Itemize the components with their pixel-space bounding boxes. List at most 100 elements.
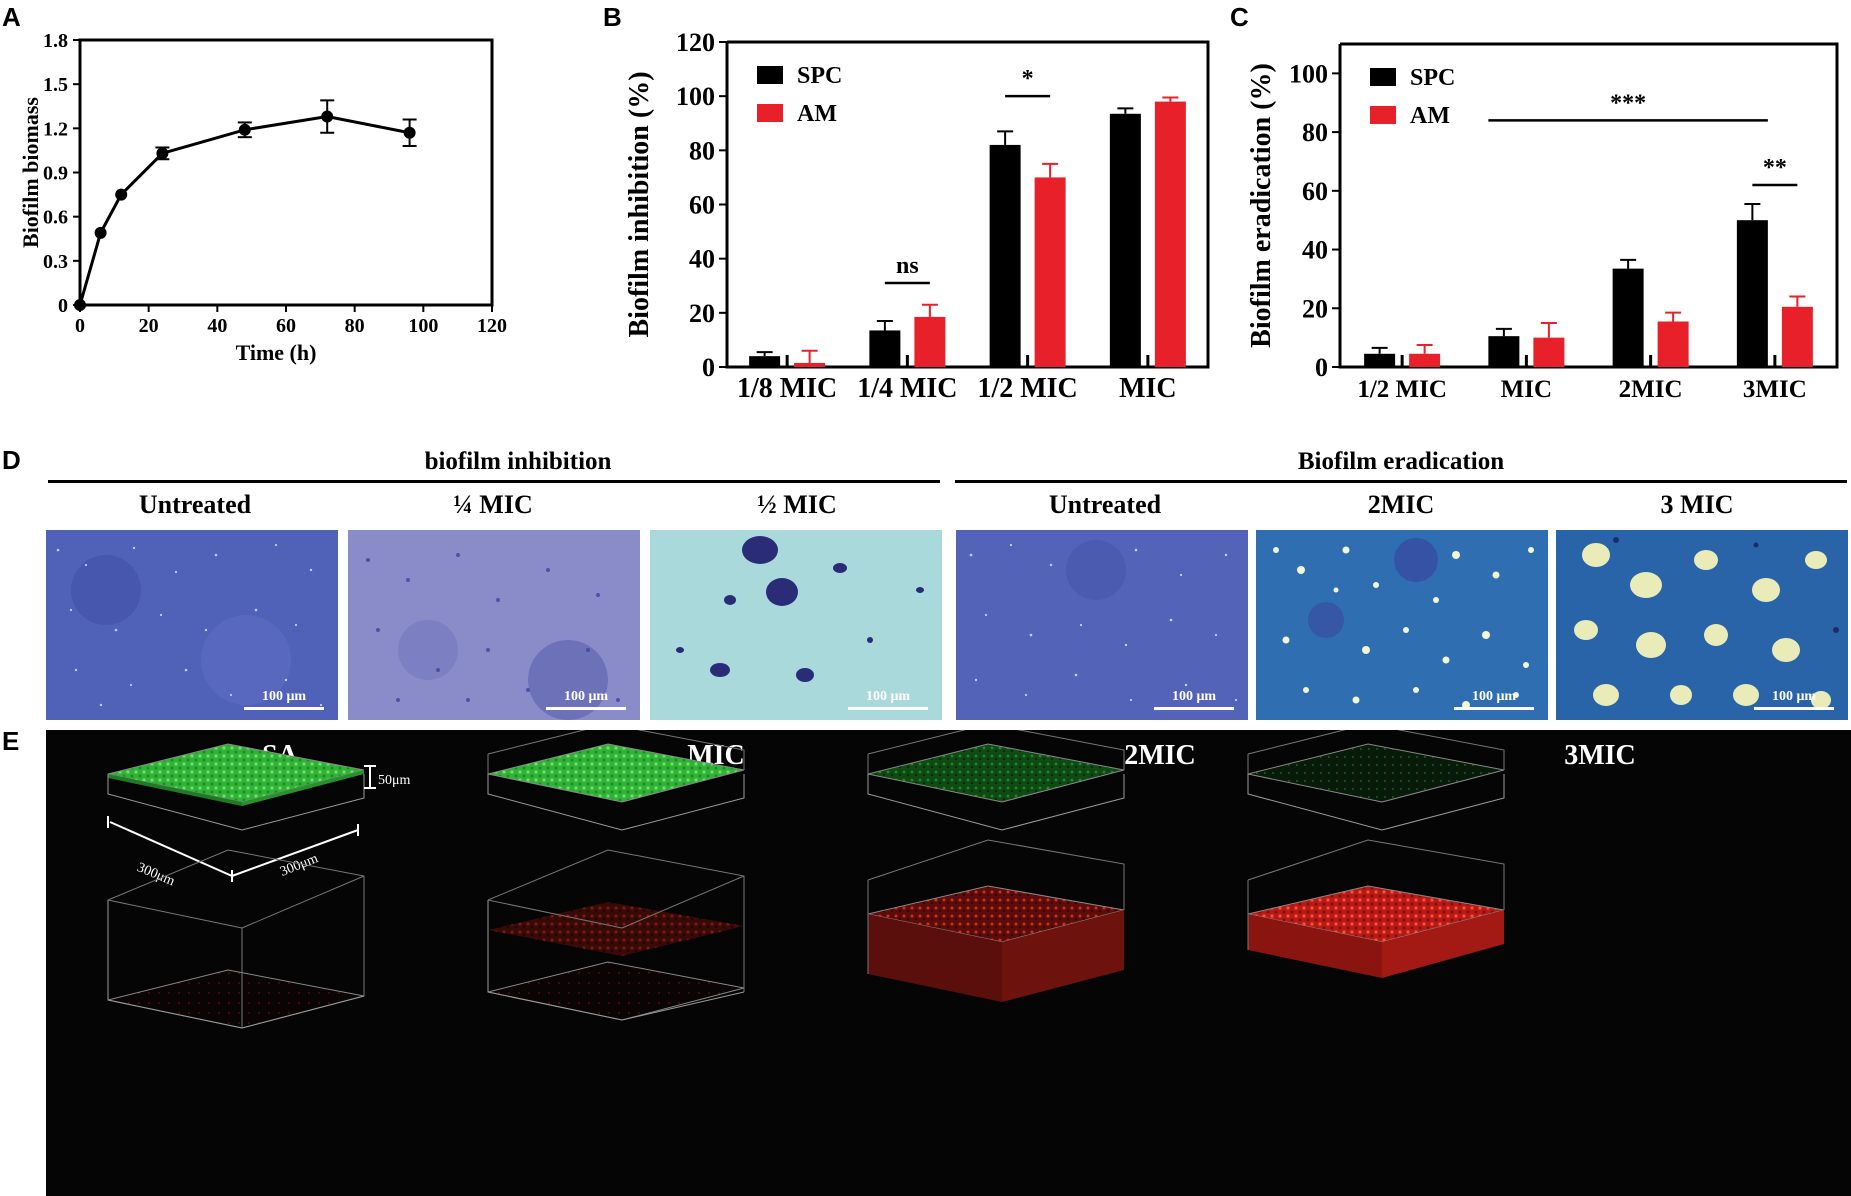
scale-bar: 100 μm <box>1754 686 1834 710</box>
conf-title-3mic: 3MIC <box>1564 740 1636 771</box>
confocal-green-sa <box>107 743 365 831</box>
confocal-green-mic <box>487 730 745 831</box>
x-axis-label: Time (h) <box>236 340 317 365</box>
section-title-eradication: Biofilm eradication <box>1297 448 1505 475</box>
bar <box>1657 321 1689 367</box>
legend-swatch <box>757 66 783 84</box>
x-tick-label: 20 <box>139 315 159 337</box>
legend-swatch <box>757 104 783 122</box>
confocal-green-2mic <box>867 730 1125 831</box>
bar <box>1154 101 1186 367</box>
significance-label: ** <box>1763 155 1787 181</box>
bar <box>869 330 901 367</box>
x-tick-label: 1/4 MIC <box>857 373 957 404</box>
y-tick-label: 60 <box>689 191 715 220</box>
data-point <box>321 110 334 123</box>
x-tick-label: 3MIC <box>1743 376 1807 403</box>
y-tick-label: 1.8 <box>43 30 68 52</box>
y-tick-label: 40 <box>1302 236 1328 265</box>
bar <box>914 316 946 367</box>
col-title-untreated-1: Untreated <box>138 490 252 519</box>
dim-label-depth: 300μm <box>278 851 320 880</box>
x-tick-label: 0 <box>75 315 85 337</box>
scale-bar: 100 μm <box>244 686 324 710</box>
y-tick-label: 40 <box>689 245 715 274</box>
y-tick-label: 100 <box>676 82 715 111</box>
x-tick-label: 60 <box>276 315 296 337</box>
legend-label: SPC <box>1410 65 1455 91</box>
bar <box>794 362 826 367</box>
col-title-half-mic: ½ MIC <box>757 490 837 519</box>
y-tick-label: 60 <box>1302 177 1328 206</box>
col-title-untreated-2: Untreated <box>1048 490 1162 519</box>
panel-label-d: D <box>2 445 21 475</box>
bar <box>1533 337 1565 367</box>
y-tick-label: 0 <box>702 353 715 382</box>
y-tick-label: 0.9 <box>43 163 68 185</box>
data-point <box>156 147 169 160</box>
x-tick-label: 2MIC <box>1619 376 1683 403</box>
confocal-panel: SA MIC 2MIC 3MIC <box>46 730 1851 1196</box>
y-tick-label: 1.2 <box>43 118 68 140</box>
x-tick-label: 1/2 MIC <box>1357 376 1447 403</box>
section-title-inhibition: biofilm inhibition <box>424 448 612 475</box>
scale-bar: 100 μm <box>1454 686 1534 710</box>
bar <box>1736 220 1768 367</box>
bar <box>1364 353 1396 367</box>
x-tick-label: 80 <box>345 315 365 337</box>
confocal-red-2mic <box>867 839 1125 1002</box>
significance-label: *** <box>1610 90 1646 116</box>
scale-bar: 100 μm <box>848 686 928 710</box>
data-point <box>238 123 251 136</box>
plot-frame <box>1338 42 1839 369</box>
y-axis-label: Biofilm inhibition (%) <box>624 71 655 337</box>
panel-label-b: B <box>603 2 622 32</box>
y-tick-label: 120 <box>676 28 715 57</box>
legend-swatch <box>1370 106 1396 124</box>
confocal-red-sa <box>107 849 365 1029</box>
col-title-3mic: 3 MIC <box>1660 490 1734 519</box>
x-tick-label: 1/2 MIC <box>977 373 1077 404</box>
chart-biofilm-eradication: 0 20 40 60 80 100 Biofilm eradication (%) 1/2 M… <box>1246 42 1839 403</box>
confocal-red-mic <box>487 849 745 1021</box>
y-tick-label: 0.6 <box>43 207 68 229</box>
legend-label: SPC <box>797 63 842 89</box>
series-line <box>78 115 410 306</box>
y-tick-label: 100 <box>1289 59 1328 88</box>
y-tick-label: 1.5 <box>43 74 68 96</box>
bar <box>1034 177 1066 367</box>
x-tick-label: 40 <box>207 315 227 337</box>
confocal-red-3mic <box>1247 839 1505 978</box>
x-tick-label: 100 <box>408 315 438 337</box>
x-tick-label: MIC <box>1119 373 1177 404</box>
dim-label-width: 300μm <box>135 860 177 889</box>
micrograph-quarter-mic: 100 μm <box>348 530 640 720</box>
bar <box>1612 268 1644 367</box>
micrograph-eradication-untreated: 100 μm <box>956 530 1248 720</box>
legend-label: AM <box>797 101 837 127</box>
bar <box>1409 353 1441 367</box>
y-tick-label: 0 <box>58 295 68 317</box>
y-tick-label: 0.3 <box>43 251 68 273</box>
significance-label: ns <box>896 253 919 279</box>
y-axis-label: Biofilm eradication (%) <box>1246 63 1277 348</box>
y-tick-label: 80 <box>689 136 715 165</box>
data-point <box>115 188 128 201</box>
panel-label-c: C <box>1230 2 1249 32</box>
y-axis-label: Biofilm biomass <box>18 97 43 248</box>
conf-title-2mic: 2MIC <box>1124 740 1196 771</box>
section-line-inhibition <box>48 480 940 483</box>
y-tick-label: 20 <box>1302 294 1328 323</box>
bar <box>1781 306 1813 367</box>
data-point <box>74 299 86 311</box>
data-point <box>403 126 416 139</box>
col-title-2mic: 2MIC <box>1367 490 1435 519</box>
dimension-annotation <box>107 765 376 882</box>
confocal-green-3mic <box>1247 730 1505 831</box>
scale-bar: 100 μm <box>1154 686 1234 710</box>
data-point <box>94 226 107 239</box>
x-tick-label: 1/8 MIC <box>737 373 837 404</box>
dim-label-height: 50μm <box>378 773 411 788</box>
chart-biofilm-inhibition: 0 20 40 60 80 100 120 Biofilm inhibition (%) 1/8… <box>624 28 1210 404</box>
panel-label-a: A <box>2 2 21 32</box>
